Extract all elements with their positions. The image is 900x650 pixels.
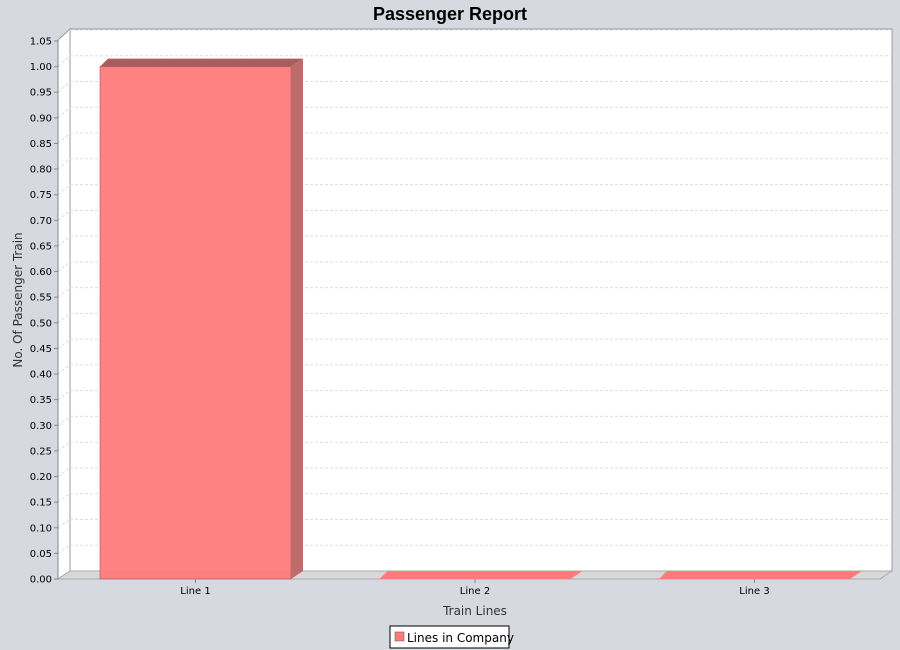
y-axis-label: No. Of Passenger Train	[11, 232, 25, 367]
grid-line-side	[57, 209, 71, 221]
y-tick-label: 0.60	[30, 267, 52, 278]
y-tick-label: 0.50	[30, 318, 52, 329]
y-tick-label: 0.25	[30, 446, 52, 457]
y-tick-label: 0.05	[30, 549, 52, 560]
grid-line-side	[57, 519, 71, 529]
grid-line-side	[57, 184, 71, 196]
y-tick-label: 0.15	[30, 498, 52, 509]
y-tick-label: 0.10	[30, 523, 52, 534]
bar-flat	[659, 571, 862, 579]
bar-front	[99, 66, 292, 580]
bar-top	[100, 58, 303, 67]
grid-line-side	[57, 390, 71, 401]
y-tick-label: 0.95	[30, 88, 52, 99]
plot-left-wall	[57, 27, 71, 580]
y-axis: 0.00 0.05 0.10 0.15 0.20 0.25 0.30 0.35 0.40 0.45…	[30, 37, 59, 586]
y-tick-label: 0.00	[30, 575, 52, 586]
y-tick-label: 0.85	[30, 139, 52, 150]
bar-3	[659, 571, 862, 579]
grid-line-side	[57, 338, 71, 349]
legend-box	[389, 625, 510, 649]
y-tick-label: 0.75	[30, 190, 52, 201]
grid-line-side	[57, 29, 71, 42]
grid-line-side	[57, 55, 71, 67]
y-tick-label: 0.30	[30, 421, 52, 432]
y-tick-label: 1.00	[30, 62, 52, 73]
grid-line-side	[57, 261, 71, 272]
grid-line-side	[57, 158, 71, 170]
grid-line-side	[57, 493, 71, 503]
x-tick-label: Line 3	[739, 586, 769, 597]
grid-line-side	[57, 287, 71, 298]
chart-title: Passenger Report	[373, 4, 527, 24]
y-tick-label: 0.45	[30, 344, 52, 355]
grid-line-side	[57, 81, 71, 93]
bar-2	[379, 571, 583, 579]
x-tick-label: Line 2	[460, 586, 490, 597]
legend: Lines in Company	[389, 625, 514, 649]
grid-line-side	[57, 416, 71, 426]
bar-flat	[379, 571, 583, 579]
bars	[99, 58, 862, 580]
grid-line-side	[57, 132, 71, 144]
grid-line-side	[57, 441, 71, 452]
bar-side	[291, 58, 303, 580]
y-tick-label: 1.05	[30, 37, 52, 48]
y-tick-label: 0.40	[30, 370, 52, 381]
legend-label: Lines in Company	[407, 631, 514, 645]
y-tick-label: 0.20	[30, 472, 52, 483]
grid-line-side	[57, 235, 71, 247]
bar-1	[99, 58, 303, 580]
grid-line-side	[57, 106, 71, 119]
grid-line-side	[57, 312, 71, 324]
x-tick-label: Line 1	[180, 586, 210, 597]
y-tick-label: 0.65	[30, 241, 52, 252]
legend-swatch	[394, 631, 405, 642]
grid-line-side	[57, 544, 71, 554]
grid-line-side	[57, 467, 71, 477]
y-tick-label: 0.80	[30, 165, 52, 176]
x-axis: Line 1 Line 2 Line 3	[180, 579, 770, 597]
x-axis-label: Train Lines	[442, 604, 507, 618]
y-tick-label: 0.35	[30, 395, 52, 406]
grid-line-side	[57, 364, 71, 375]
y-tick-label: 0.55	[30, 293, 52, 304]
y-tick-label: 0.70	[30, 216, 52, 227]
y-tick-label: 0.90	[30, 113, 52, 124]
